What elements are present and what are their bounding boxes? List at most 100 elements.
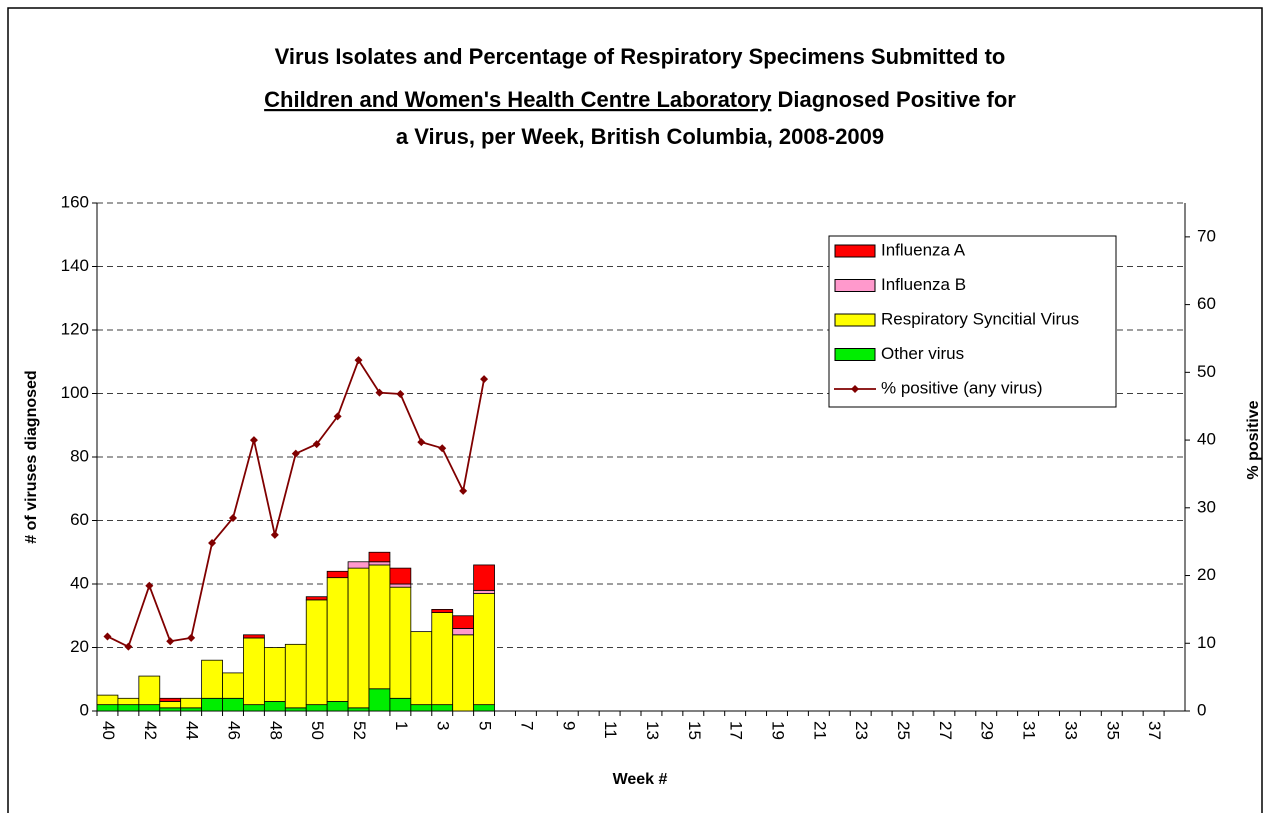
chart-title-part: Diagnosed Positive for (771, 87, 1016, 112)
y-tick-label: 40 (70, 573, 89, 592)
bar (305, 704, 328, 712)
bar (431, 612, 454, 706)
y2-tick-label: 40 (1197, 430, 1216, 449)
bar (159, 701, 182, 709)
marker (396, 390, 405, 399)
legend-marker (851, 385, 859, 393)
bar (222, 697, 244, 712)
bar (159, 697, 182, 702)
y2-tick-label: 60 (1197, 294, 1216, 313)
bar (284, 707, 307, 712)
chart-title: Children and Women's Health Centre Labor… (264, 87, 1016, 112)
bar (117, 697, 140, 706)
bar (263, 647, 286, 702)
x-tick-label: 13 (643, 721, 662, 740)
bar (243, 634, 265, 639)
bar (138, 675, 161, 706)
bar (452, 634, 475, 712)
bar (96, 694, 119, 706)
bar (117, 704, 140, 712)
legend-swatch (834, 279, 876, 292)
marker (480, 375, 489, 384)
bar (263, 701, 286, 712)
x-tick-label: 11 (601, 721, 620, 739)
chart-title: Virus Isolates and Percentage of Respira… (275, 44, 1006, 69)
bar (347, 707, 370, 712)
legend-label: Respiratory Syncitial Virus (881, 309, 1079, 328)
bar (243, 637, 265, 706)
bar (201, 697, 223, 712)
x-tick-label: 23 (852, 721, 871, 740)
y-tick-label: 140 (61, 256, 89, 275)
bar (326, 577, 349, 702)
marker (417, 438, 426, 447)
y2-tick-label: 0 (1197, 700, 1206, 719)
legend-label: Influenza B (881, 275, 966, 294)
bar (431, 704, 454, 712)
marker (270, 530, 279, 539)
bar (159, 707, 182, 712)
y2-tick-label: 70 (1197, 226, 1216, 245)
bar (473, 564, 495, 591)
y-axis-title: # of viruses diagnosed (23, 370, 40, 543)
bar (180, 697, 203, 709)
y2-tick-label: 50 (1197, 362, 1216, 381)
bar (138, 704, 161, 712)
x-tick-label: 29 (978, 721, 997, 740)
x-tick-label: 46 (225, 721, 244, 740)
y-tick-label: 20 (70, 637, 89, 656)
x-tick-label: 21 (810, 721, 829, 740)
chart-title-part: Children and Women's Health Centre Labor… (264, 87, 772, 112)
y-tick-label: 0 (80, 700, 89, 719)
legend-swatch (834, 348, 876, 361)
bar (180, 707, 203, 712)
x-tick-label: 17 (727, 721, 746, 740)
bar (243, 704, 265, 712)
x-tick-label: 35 (1103, 721, 1122, 740)
bar (368, 688, 391, 712)
x-tick-label: 5 (476, 721, 495, 730)
bar (368, 551, 391, 563)
y2-axis-title: % positive (1245, 400, 1262, 479)
marker (333, 412, 342, 421)
marker (249, 436, 258, 445)
x-tick-label: 42 (141, 721, 160, 740)
x-tick-label: 33 (1061, 721, 1080, 740)
x-tick-label: 48 (266, 721, 285, 740)
bar (473, 593, 495, 706)
y2-tick-label: 20 (1197, 565, 1216, 584)
x-tick-label: 27 (936, 721, 955, 740)
x-tick-label: 44 (183, 721, 202, 740)
y2-tick-label: 30 (1197, 497, 1216, 516)
bar (473, 589, 495, 594)
x-tick-label: 15 (685, 721, 704, 740)
marker (229, 513, 237, 522)
marker (459, 486, 468, 495)
marker (291, 449, 300, 458)
x-tick-label: 9 (559, 721, 578, 730)
bar (410, 704, 433, 712)
x-tick-label: 1 (392, 721, 411, 730)
x-axis-title: Week # (613, 771, 668, 788)
bar (368, 564, 391, 690)
marker (124, 642, 133, 651)
bar (201, 659, 223, 699)
bar (389, 586, 412, 699)
marker (354, 356, 363, 365)
y-tick-label: 80 (70, 446, 89, 465)
marker (375, 388, 384, 397)
x-tick-label: 19 (769, 721, 788, 740)
bar (389, 697, 412, 712)
marker (103, 632, 112, 641)
bar (305, 599, 328, 706)
bar (305, 596, 328, 601)
bar (389, 567, 412, 585)
bar (368, 561, 391, 566)
bar (410, 631, 433, 706)
x-tick-label: 3 (434, 721, 453, 730)
bar (326, 570, 349, 579)
bar (96, 704, 119, 712)
bar (452, 628, 475, 636)
bar (222, 672, 244, 699)
